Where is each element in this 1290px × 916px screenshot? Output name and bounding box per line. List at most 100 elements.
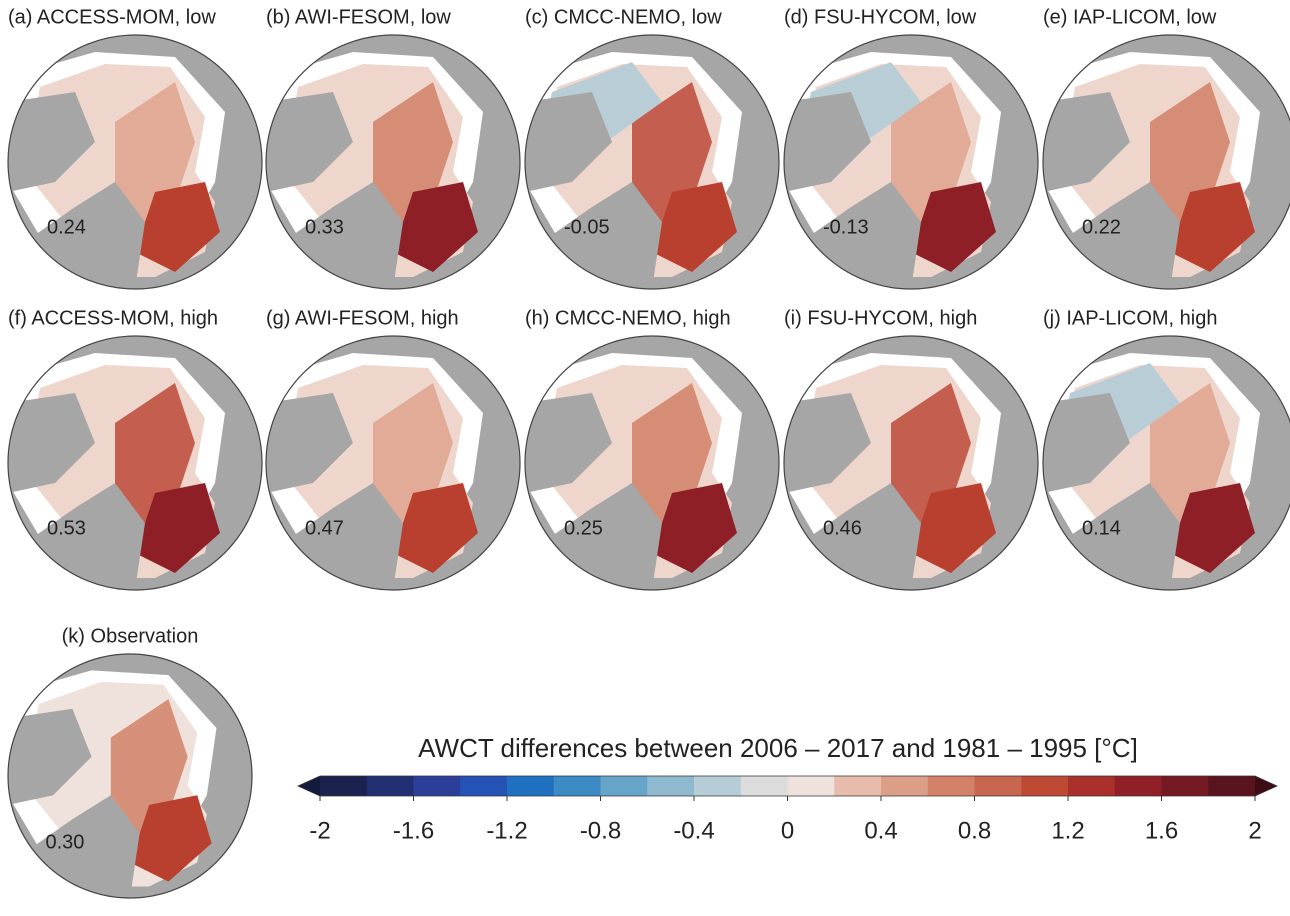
panel-title: (b) AWI-FESOM, low [266, 6, 451, 28]
panel-title: (c) CMCC-NEMO, low [525, 6, 722, 28]
ocean-hot [135, 483, 220, 573]
colorbar-segment [553, 776, 601, 796]
archipelago [266, 393, 353, 493]
archipelago [266, 92, 353, 192]
panel-value: 0.22 [1082, 216, 1121, 238]
map-border [7, 34, 263, 290]
colorbar-segment [1161, 776, 1209, 796]
colorbar-segment [1068, 776, 1116, 796]
colorbar-segment [834, 776, 882, 796]
colorbar-segment [460, 776, 508, 796]
colorbar-tick-label: 2 [1248, 817, 1261, 844]
colorbar-tick-label: -1.2 [486, 817, 527, 844]
colorbar-segment [881, 776, 929, 796]
colorbar-segment [694, 776, 742, 796]
ocean-hot [911, 483, 996, 573]
panel-value: -0.05 [564, 216, 610, 238]
map-border [1042, 335, 1290, 591]
panel-title: (i) FSU-HYCOM, high [784, 307, 977, 329]
map [784, 336, 1038, 590]
colorbar-over [1255, 776, 1277, 796]
map-border [524, 34, 780, 290]
colorbar-tick-label: 0.4 [864, 817, 897, 844]
colorbar-segment [647, 776, 695, 796]
panel-title: (j) IAP-LICOM, high [1043, 307, 1217, 329]
map-border [265, 34, 521, 290]
map [266, 35, 520, 289]
colorbar-segment [1021, 776, 1069, 796]
panel-title: (g) AWI-FESOM, high [266, 307, 459, 329]
panel-value: 0.30 [45, 832, 84, 854]
archipelago [525, 92, 612, 192]
map [266, 336, 520, 590]
archipelago [1043, 92, 1130, 192]
colorbar-tick-label: 1.2 [1051, 817, 1084, 844]
colorbar-segment [600, 776, 648, 796]
ocean-hot [1170, 182, 1255, 272]
ocean-hot [393, 182, 478, 272]
colorbar-tick-label: -2 [309, 817, 330, 844]
colorbar-tick-label: 1.6 [1145, 817, 1178, 844]
panel-title: (e) IAP-LICOM, low [1043, 6, 1217, 28]
ocean-hot [652, 483, 737, 573]
map-border [265, 335, 521, 591]
colorbar-title: AWCT differences between 2006 – 2017 and… [418, 733, 1138, 763]
ocean-hot [135, 182, 220, 272]
colorbar-segment [740, 776, 788, 796]
colorbar-segment [413, 776, 461, 796]
archipelago [8, 708, 92, 805]
panel-value: 0.46 [823, 517, 862, 539]
panel-title: (k) Observation [62, 625, 199, 647]
map-border [7, 653, 253, 899]
map [8, 35, 262, 289]
colorbar-segment [974, 776, 1022, 796]
map-border [7, 335, 263, 591]
colorbar-segment [927, 776, 975, 796]
panel-value: 0.24 [47, 216, 86, 238]
ocean-hot [911, 182, 996, 272]
colorbar-tick-label: -0.4 [673, 817, 714, 844]
archipelago [1043, 393, 1130, 493]
panel-value: 0.14 [1082, 517, 1121, 539]
map-border [524, 335, 780, 591]
archipelago [8, 92, 95, 192]
colorbar-tick-label: 0.8 [958, 817, 991, 844]
colorbar-segment [1208, 776, 1256, 796]
archipelago [784, 92, 871, 192]
map-border [783, 335, 1039, 591]
archipelago [784, 393, 871, 493]
ocean-hot [652, 182, 737, 272]
panel-value: 0.53 [47, 517, 86, 539]
map [525, 35, 779, 289]
panel-value: 0.33 [305, 216, 344, 238]
panel-title: (h) CMCC-NEMO, high [525, 307, 731, 329]
ocean-hot [1170, 483, 1255, 573]
colorbar-segment [1114, 776, 1162, 796]
colorbar-tick-label: -0.8 [580, 817, 621, 844]
panel-title: (d) FSU-HYCOM, low [784, 6, 977, 28]
map [8, 336, 262, 590]
ocean-hot [130, 795, 212, 882]
colorbar-segment [366, 776, 414, 796]
map [1043, 35, 1290, 289]
colorbar-tick-label: 0 [781, 817, 794, 844]
colorbar-segment [507, 776, 555, 796]
map-border [783, 34, 1039, 290]
colorbar-segment [787, 776, 835, 796]
panel-value: 0.47 [305, 517, 344, 539]
map [525, 336, 779, 590]
map [1043, 336, 1290, 590]
map-border [1042, 34, 1290, 290]
panel-title: (a) ACCESS-MOM, low [8, 6, 216, 28]
map [784, 35, 1038, 289]
colorbar-segment [320, 776, 368, 796]
colorbar-under [298, 776, 320, 796]
panel-value: 0.25 [564, 517, 603, 539]
colorbar-tick-label: -1.6 [393, 817, 434, 844]
archipelago [525, 393, 612, 493]
archipelago [8, 393, 95, 493]
map [8, 654, 252, 898]
panel-title: (f) ACCESS-MOM, high [8, 307, 218, 329]
ocean-hot [393, 483, 478, 573]
